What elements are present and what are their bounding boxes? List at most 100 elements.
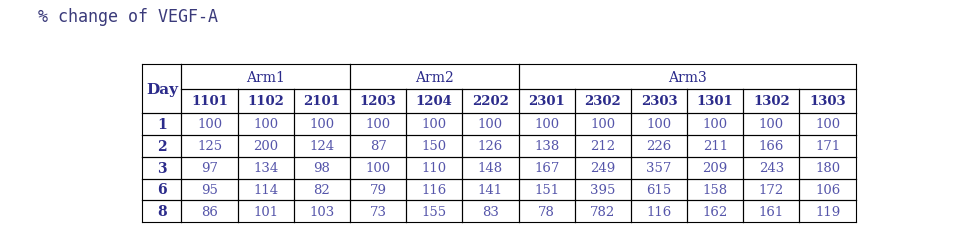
Bar xyxy=(462,201,519,222)
Bar xyxy=(462,114,519,135)
Text: 395: 395 xyxy=(590,183,616,196)
Bar xyxy=(574,114,631,135)
Bar xyxy=(407,89,462,114)
Bar xyxy=(407,201,462,222)
Text: 110: 110 xyxy=(422,162,447,174)
Text: 78: 78 xyxy=(538,205,555,218)
Bar xyxy=(743,114,800,135)
Text: 87: 87 xyxy=(369,140,386,153)
Bar xyxy=(293,135,350,157)
Text: 134: 134 xyxy=(253,162,278,174)
Bar xyxy=(350,179,407,201)
Bar xyxy=(293,89,350,114)
Bar xyxy=(238,201,293,222)
Text: 101: 101 xyxy=(253,205,278,218)
Text: 615: 615 xyxy=(646,183,671,196)
Bar xyxy=(519,157,574,179)
Bar xyxy=(293,179,350,201)
Bar xyxy=(142,179,181,201)
Text: % change of VEGF-A: % change of VEGF-A xyxy=(38,8,219,25)
Bar xyxy=(293,201,350,222)
Text: 2303: 2303 xyxy=(641,95,677,108)
Text: 116: 116 xyxy=(422,183,447,196)
Text: 6: 6 xyxy=(157,183,167,197)
Bar xyxy=(350,114,407,135)
Text: 782: 782 xyxy=(590,205,616,218)
Text: Arm2: Arm2 xyxy=(415,70,454,84)
Text: Arm3: Arm3 xyxy=(667,70,707,84)
Text: 79: 79 xyxy=(369,183,386,196)
Text: 100: 100 xyxy=(703,118,728,131)
Bar xyxy=(574,157,631,179)
Text: 97: 97 xyxy=(201,162,218,174)
Text: 155: 155 xyxy=(422,205,447,218)
Bar xyxy=(181,135,238,157)
Text: 2: 2 xyxy=(157,139,167,153)
Text: 106: 106 xyxy=(815,183,840,196)
Text: 211: 211 xyxy=(703,140,728,153)
Bar xyxy=(238,114,293,135)
Text: 1203: 1203 xyxy=(360,95,396,108)
Text: 116: 116 xyxy=(646,205,671,218)
Text: 103: 103 xyxy=(310,205,335,218)
Text: 100: 100 xyxy=(365,118,390,131)
Bar xyxy=(519,65,855,89)
Text: 100: 100 xyxy=(310,118,335,131)
Bar xyxy=(743,179,800,201)
Text: 100: 100 xyxy=(534,118,559,131)
Text: 200: 200 xyxy=(253,140,278,153)
Bar xyxy=(688,201,743,222)
Bar xyxy=(574,89,631,114)
Bar xyxy=(688,114,743,135)
Bar xyxy=(800,201,855,222)
Bar xyxy=(574,179,631,201)
Text: 100: 100 xyxy=(253,118,278,131)
Bar xyxy=(519,135,574,157)
Text: 166: 166 xyxy=(759,140,784,153)
Text: 100: 100 xyxy=(815,118,840,131)
Bar xyxy=(293,114,350,135)
Bar xyxy=(688,89,743,114)
Bar xyxy=(800,157,855,179)
Bar xyxy=(743,201,800,222)
Text: 1101: 1101 xyxy=(191,95,228,108)
Text: 1102: 1102 xyxy=(247,95,284,108)
Text: 100: 100 xyxy=(591,118,616,131)
Bar xyxy=(462,179,519,201)
Text: 100: 100 xyxy=(197,118,222,131)
Text: 125: 125 xyxy=(197,140,222,153)
Bar xyxy=(350,157,407,179)
Bar xyxy=(688,135,743,157)
Text: 171: 171 xyxy=(815,140,840,153)
Bar xyxy=(462,89,519,114)
Bar xyxy=(688,157,743,179)
Bar xyxy=(407,135,462,157)
Text: 100: 100 xyxy=(478,118,503,131)
Text: 161: 161 xyxy=(759,205,784,218)
Text: 2301: 2301 xyxy=(528,95,565,108)
Text: 1303: 1303 xyxy=(809,95,846,108)
Text: 100: 100 xyxy=(422,118,447,131)
Bar xyxy=(519,114,574,135)
Text: 357: 357 xyxy=(646,162,671,174)
Text: 180: 180 xyxy=(815,162,840,174)
Bar xyxy=(688,179,743,201)
Bar xyxy=(293,157,350,179)
Text: 243: 243 xyxy=(759,162,784,174)
Bar xyxy=(181,179,238,201)
Bar xyxy=(142,114,181,135)
Text: 2202: 2202 xyxy=(472,95,509,108)
Bar xyxy=(238,89,293,114)
Bar xyxy=(574,201,631,222)
Bar xyxy=(800,179,855,201)
Text: 158: 158 xyxy=(703,183,728,196)
Text: Day: Day xyxy=(146,82,177,96)
Bar xyxy=(142,157,181,179)
Text: 209: 209 xyxy=(703,162,728,174)
Bar xyxy=(181,201,238,222)
Bar xyxy=(631,135,688,157)
Text: 141: 141 xyxy=(478,183,503,196)
Bar xyxy=(800,135,855,157)
Bar xyxy=(743,157,800,179)
Bar xyxy=(519,201,574,222)
